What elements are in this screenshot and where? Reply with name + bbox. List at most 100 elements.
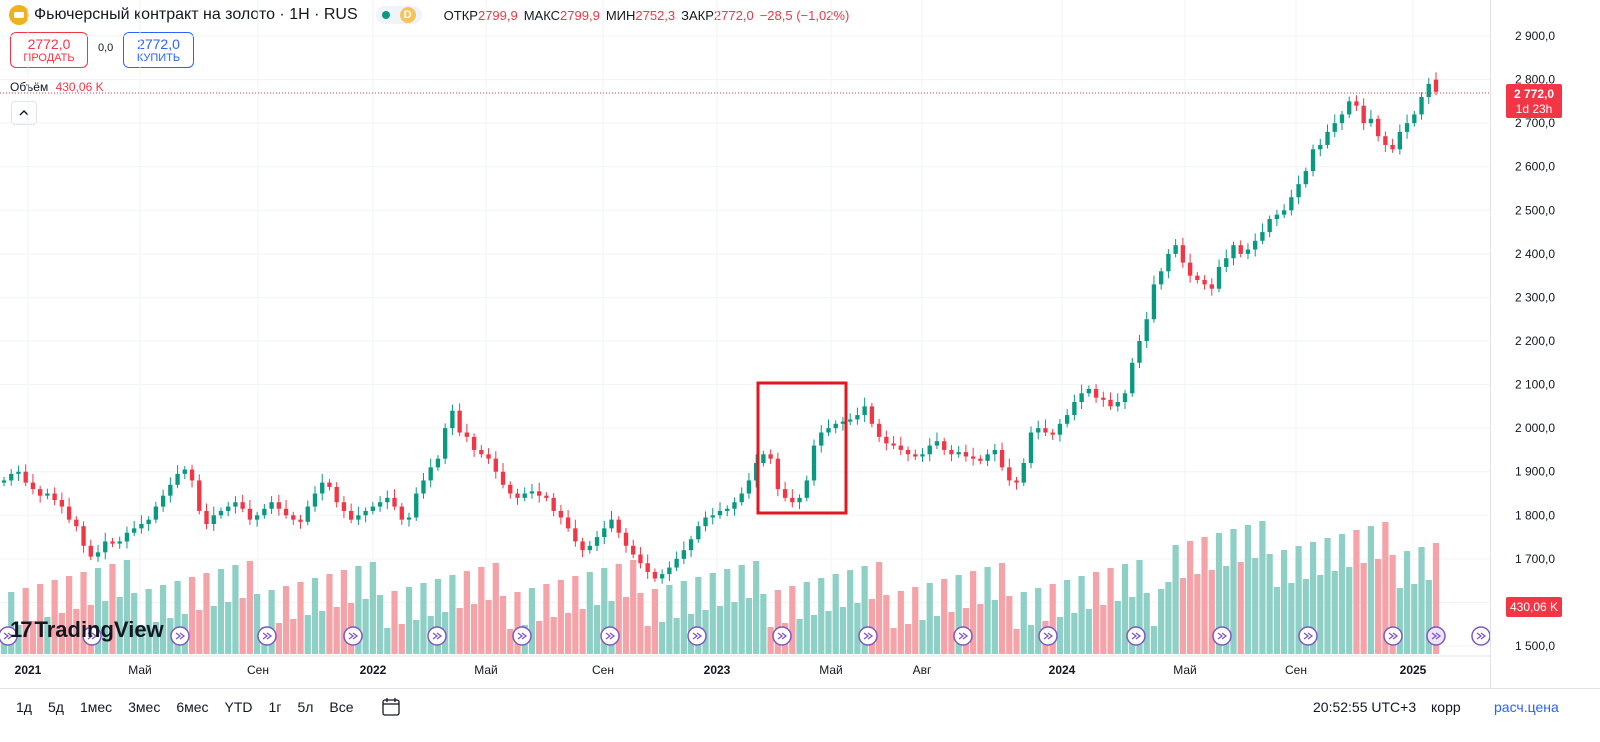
dividend-event-icon[interactable] (82, 626, 102, 646)
adjustment-toggle[interactable]: корр (1431, 699, 1461, 715)
range-1d[interactable]: 1д (16, 698, 32, 715)
candle-body (74, 519, 79, 527)
range-5y[interactable]: 5л (297, 698, 314, 715)
dividend-event-icon[interactable] (1383, 626, 1403, 646)
high-value: 2799,9 (560, 7, 600, 23)
price-tick-label: 1 900,0 (1515, 465, 1555, 479)
candle-body (1339, 114, 1345, 124)
volume-bar (492, 563, 499, 654)
candle-body (443, 428, 448, 459)
chevron-up-icon (19, 110, 29, 116)
sell-button[interactable]: 2772,0 ПРОДАТЬ (10, 32, 88, 68)
low-label: МИН (605, 7, 636, 23)
volume-bar (268, 590, 275, 654)
dividend-event-icon[interactable] (687, 626, 707, 646)
dividend-event-icon[interactable] (1126, 626, 1146, 646)
symbol-title[interactable]: Фьючерсный контракт на золото · 1Н · RUS (34, 6, 358, 23)
volume-bar (622, 597, 630, 654)
volume-bar (73, 609, 80, 654)
range-1m[interactable]: 1мес (79, 698, 113, 715)
range-5d[interactable]: 5д (47, 698, 64, 715)
dividend-event-icon[interactable] (1038, 626, 1058, 646)
volume-bar (601, 568, 608, 654)
volume-bar (745, 598, 753, 654)
candle-body (833, 423, 838, 429)
candle-body (247, 508, 253, 520)
candle-body (558, 510, 564, 518)
candle-body (1419, 97, 1424, 115)
dividend-event-icon[interactable] (600, 626, 620, 646)
volume-bar (1252, 558, 1259, 654)
dividend-event-icon[interactable] (1298, 626, 1318, 646)
dividend-event-icon[interactable] (512, 626, 532, 646)
gold-coin-icon (9, 5, 29, 25)
market-status-badge[interactable]: D (375, 6, 422, 24)
volume-bar (1129, 597, 1136, 654)
candle-body (1072, 402, 1077, 416)
candle-body (1318, 144, 1323, 150)
chart-header: Фьючерсный контракт на золото · 1Н · RUS… (0, 0, 1490, 30)
candle-body (486, 454, 491, 459)
volume-bar (319, 611, 326, 654)
candle-body (876, 423, 882, 437)
volume-bar (543, 584, 550, 654)
close-value: 2772,0 (713, 7, 754, 23)
candle-body (153, 506, 159, 520)
time-axis[interactable]: 2021 Май Сен 2022 Май Сен 2023 Май Авг 2024 Май Сен… (0, 655, 1490, 677)
range-all[interactable]: Все (329, 698, 354, 715)
volume-bar (362, 599, 369, 654)
clock[interactable]: 20:52:55 UTC+3 (1313, 699, 1417, 715)
tradingview-logo[interactable]: 17 TradingView (10, 617, 164, 643)
candle-body (1325, 131, 1330, 145)
range-6m[interactable]: 6мес (176, 698, 209, 715)
volume-bar (839, 607, 847, 654)
volume-bar (955, 575, 962, 654)
volume-bar (485, 600, 492, 654)
bar-countdown: 1d 23h (1516, 102, 1553, 116)
dividend-event-icon[interactable] (1212, 626, 1232, 646)
collapse-legend-button[interactable] (11, 101, 37, 125)
candle-body (16, 471, 21, 474)
candle-body (862, 406, 867, 416)
volume-bar (1114, 601, 1121, 654)
candle-body (30, 482, 36, 490)
volume-bar (637, 593, 644, 654)
volume-bar (22, 588, 29, 654)
dividend-event-icon[interactable] (0, 626, 18, 646)
price-tick-label: 2 000,0 (1515, 421, 1555, 435)
candle-body (1079, 393, 1084, 403)
dividend-event-icon[interactable] (343, 626, 363, 646)
candle-body (406, 517, 412, 520)
dividend-event-icon[interactable] (257, 626, 277, 646)
dividend-event-icon[interactable] (427, 626, 447, 646)
dividend-event-icon[interactable] (858, 626, 878, 646)
calendar-icon[interactable] (380, 696, 402, 718)
dividend-event-icon[interactable] (170, 626, 190, 646)
buy-button[interactable]: 2772,0 КУПИТЬ (123, 32, 194, 68)
earnings-flash-icon[interactable] (1426, 626, 1446, 646)
volume-bar (297, 582, 304, 654)
price-tick-label: 1 700,0 (1515, 552, 1555, 566)
candle-body (1433, 79, 1439, 92)
range-1y[interactable]: 1г (268, 698, 282, 715)
volume-bar (456, 608, 463, 654)
candle-body (269, 502, 274, 509)
dividend-event-icon[interactable] (1471, 626, 1491, 646)
range-3m[interactable]: 3мес (128, 698, 161, 715)
dividend-event-icon[interactable] (772, 626, 792, 646)
candle-body (37, 489, 43, 496)
volume-bar (861, 566, 868, 654)
candle-body (544, 495, 549, 498)
candle-body (81, 526, 86, 546)
volume-bar (514, 592, 521, 654)
settlement-price-toggle[interactable]: расч.цена (1494, 699, 1559, 715)
candle-body (334, 486, 339, 503)
price-chart[interactable]: 2 900,0 2 800,0 2 700,0 2 600,0 2 500,0 2 400… (0, 0, 1600, 688)
candle-body (298, 519, 303, 522)
volume-legend[interactable]: Объём 430,06 K (10, 80, 104, 94)
volume-bar (1078, 576, 1085, 654)
dividend-event-icon[interactable] (953, 626, 973, 646)
candle-body (1260, 232, 1265, 241)
range-ytd[interactable]: YTD (224, 698, 253, 715)
candle-body (826, 428, 831, 433)
